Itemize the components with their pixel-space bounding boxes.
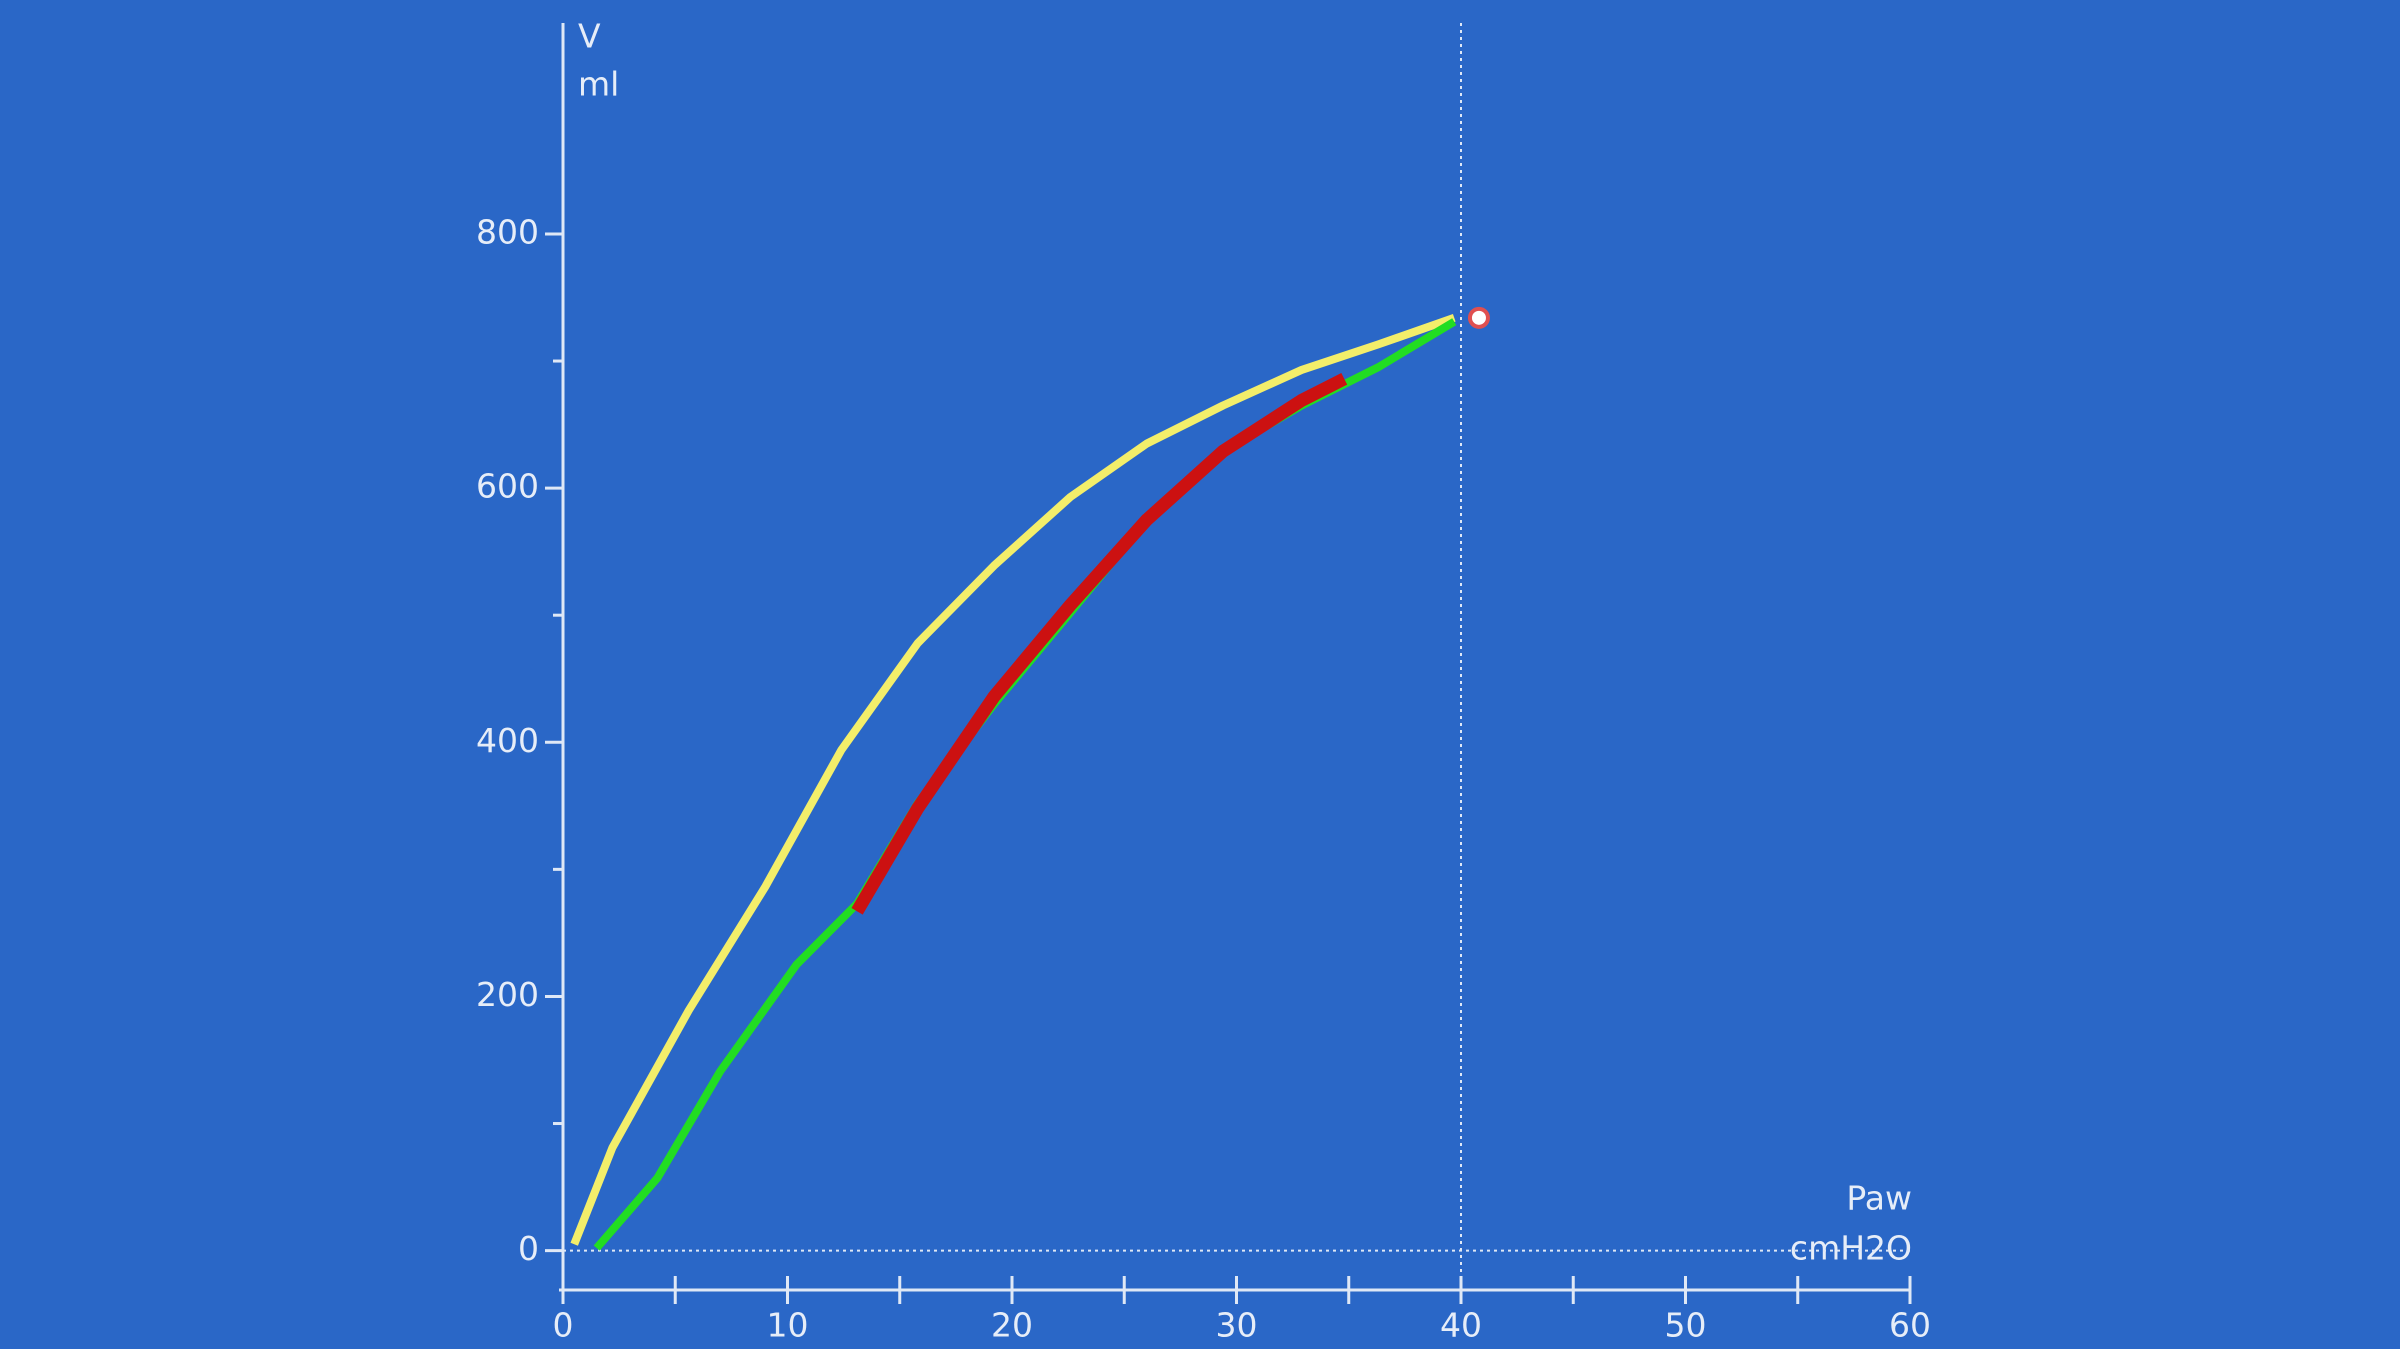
x-tick-label: 0 (553, 1306, 574, 1345)
y-tick-label: 200 (476, 975, 539, 1014)
pv-curve (851, 373, 1348, 915)
end-marker (1467, 306, 1490, 329)
x-tick-label: 10 (767, 1306, 809, 1345)
x-axis-label: Paw (1846, 1179, 1912, 1218)
x-tick-label: 40 (1440, 1306, 1482, 1345)
x-tick-label: 30 (1216, 1306, 1258, 1345)
y-axis-unit: ml (578, 65, 619, 104)
y-tick-label: 0 (518, 1229, 539, 1268)
y-tick-label: 600 (476, 467, 539, 506)
x-tick-label: 20 (991, 1306, 1033, 1345)
y-axis-label: V (578, 17, 601, 56)
x-axis-unit: cmH2O (1790, 1229, 1912, 1268)
y-tick-label: 800 (476, 212, 539, 251)
x-tick-label: 50 (1665, 1306, 1707, 1345)
pv-curve (570, 314, 1456, 1246)
y-tick-label: 400 (476, 721, 539, 760)
x-tick-label: 60 (1889, 1306, 1931, 1345)
